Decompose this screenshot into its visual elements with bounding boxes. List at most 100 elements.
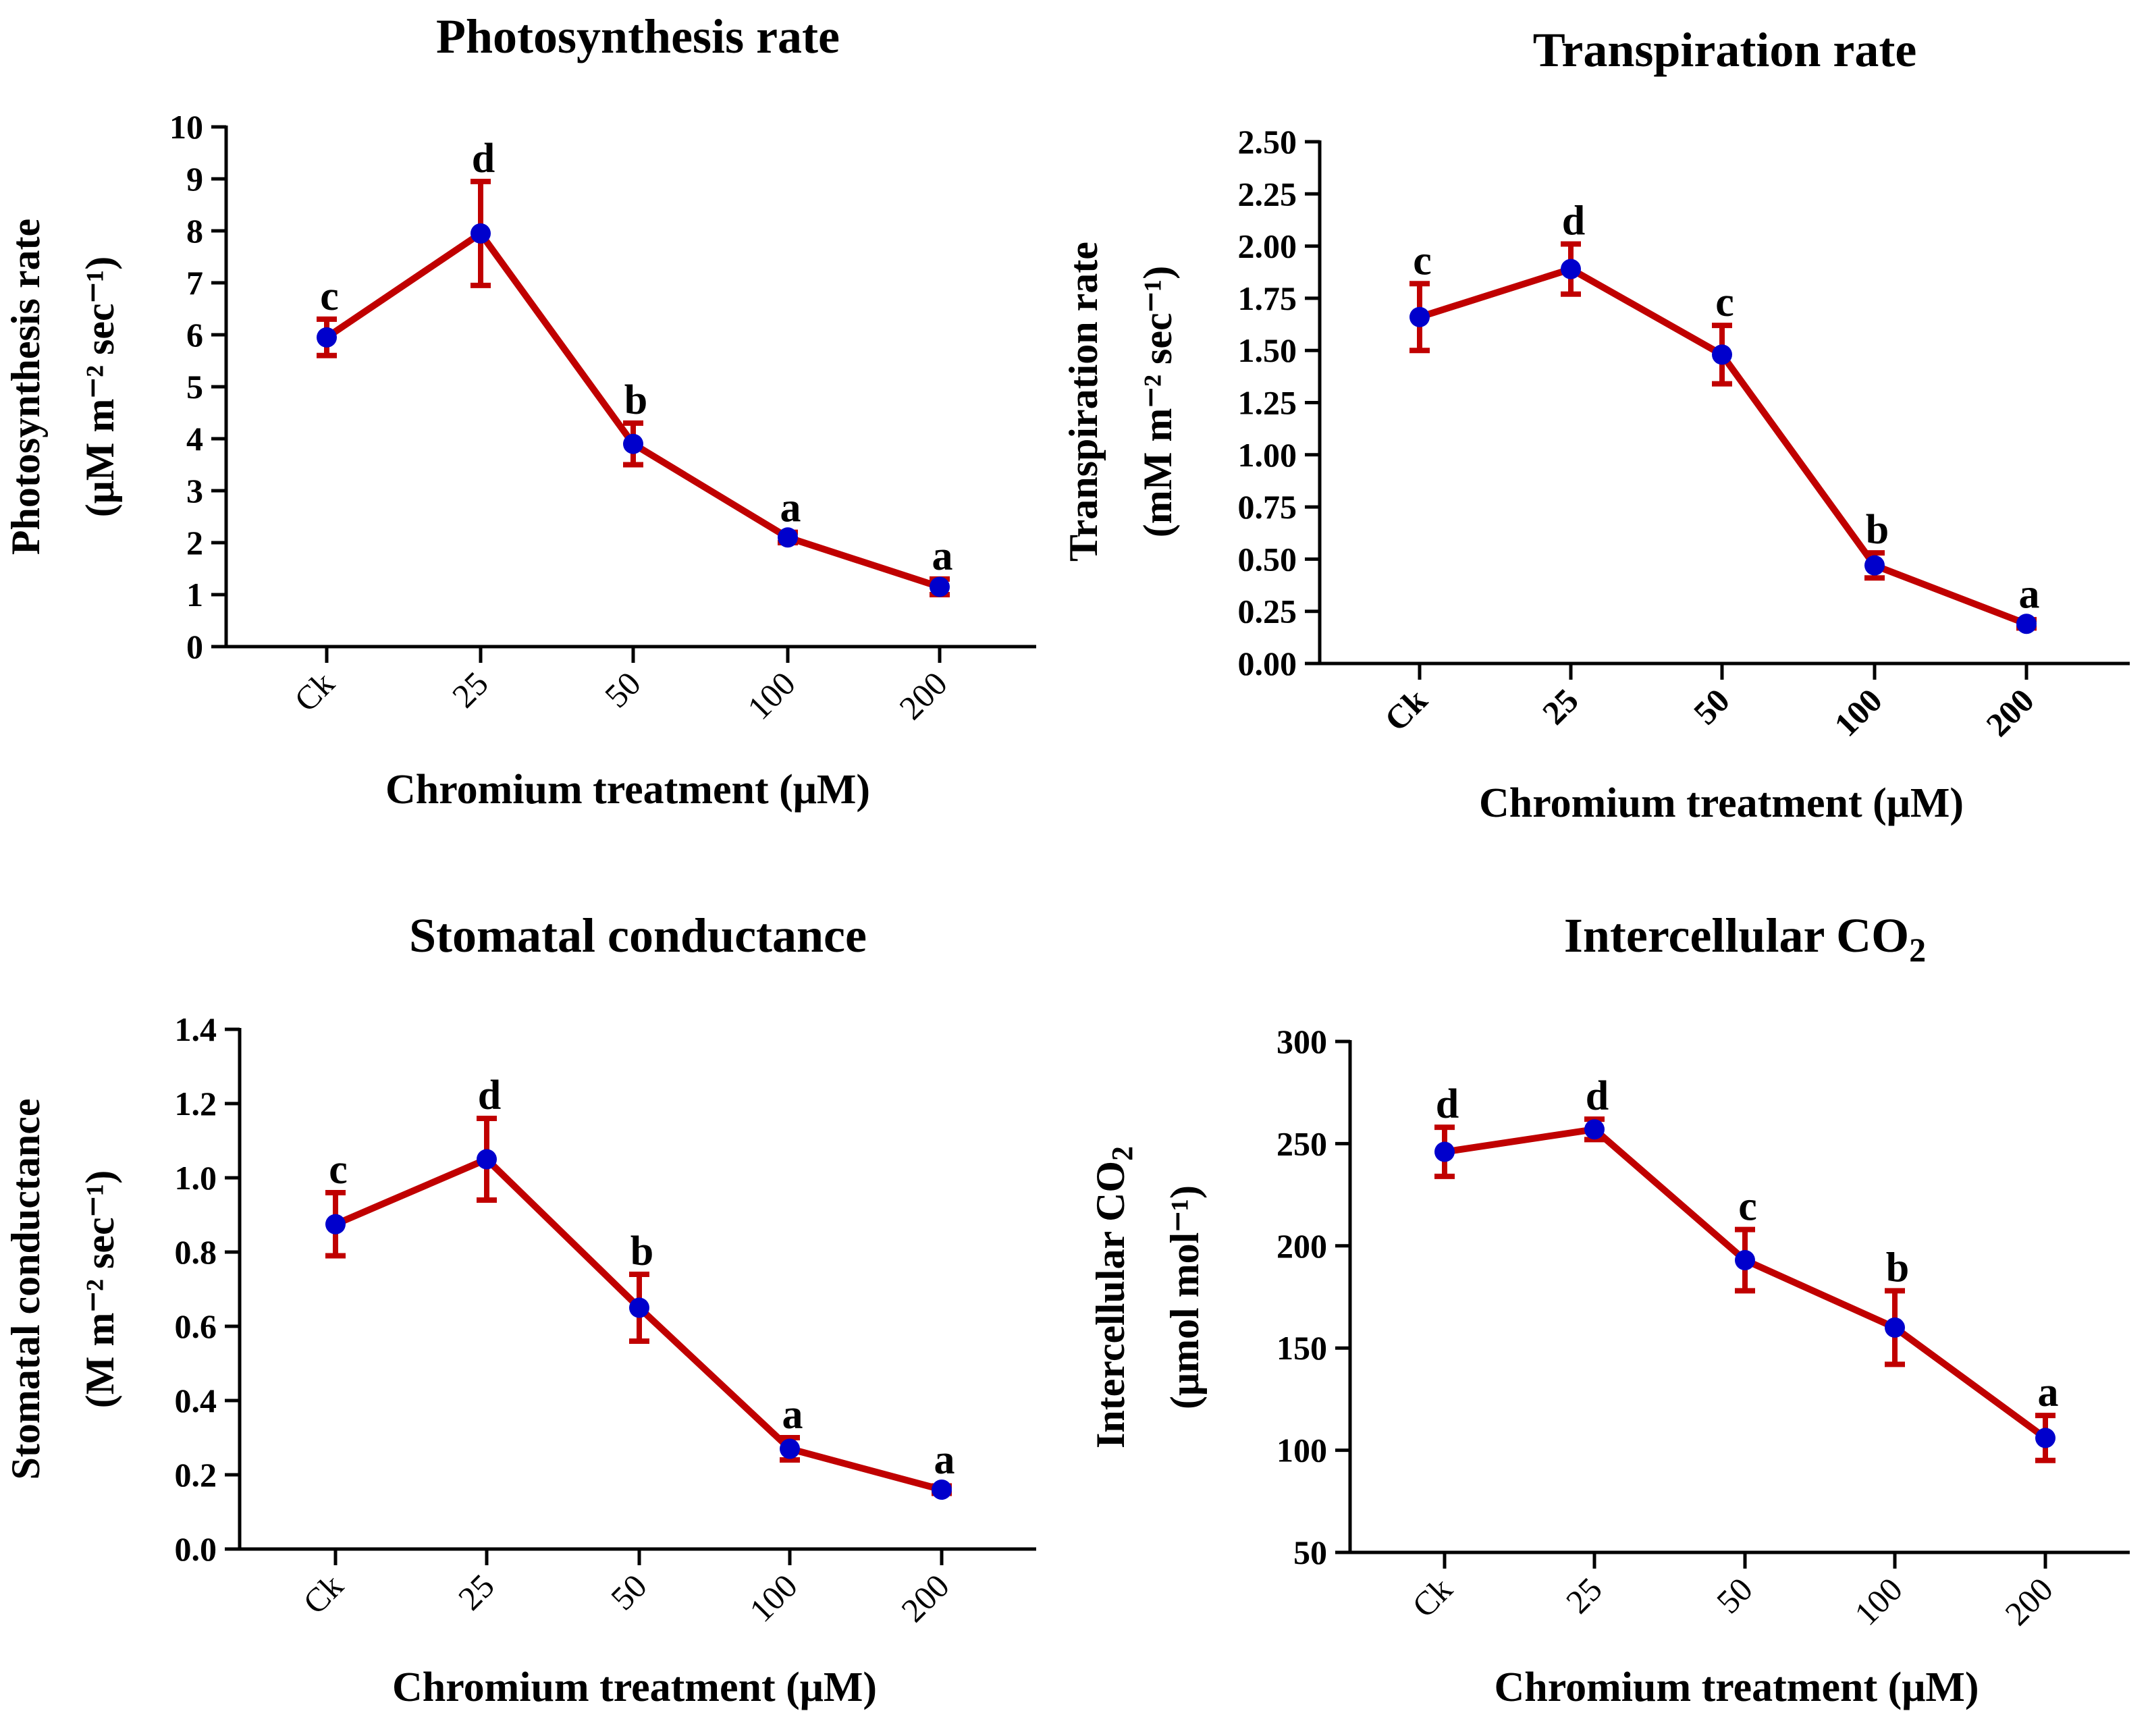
chart-title-text: Transpiration rate: [1533, 23, 1917, 77]
data-point: [1735, 1249, 1755, 1270]
y-axis-title-text: Photosynthesis rate: [3, 219, 48, 555]
y-tick-label: 1.50: [1238, 331, 1297, 369]
y-tick-label: 9: [186, 160, 203, 198]
x-axis-title: Chromium treatment (μM): [392, 1664, 877, 1710]
chart-title-text: Stomatal conductance: [409, 908, 867, 962]
data-point: [1409, 306, 1430, 327]
chart-title: Stomatal conductance: [409, 908, 867, 962]
y-tick-label: 250: [1276, 1124, 1327, 1162]
y-tick-label: 0.50: [1238, 540, 1297, 578]
y-tick-label: 1: [186, 576, 203, 614]
significance-label: a: [932, 533, 953, 579]
data-point: [471, 223, 491, 244]
data-point: [1434, 1141, 1455, 1162]
data-point: [477, 1149, 497, 1170]
y-tick-label: 100: [1276, 1432, 1327, 1469]
significance-label: d: [1586, 1073, 1609, 1119]
y-tick-label: 150: [1276, 1329, 1327, 1367]
significance-label: d: [1562, 198, 1585, 244]
x-axis-title: Chromium treatment (μM): [1494, 1664, 1979, 1710]
significance-label: a: [934, 1437, 955, 1483]
chart-title: Photosynthesis rate: [436, 9, 840, 63]
y-axis-title-line2: (M m⁻² sec⁻¹): [78, 1170, 122, 1409]
data-point: [317, 327, 337, 348]
y-axis-title-subscript: 2: [1106, 1146, 1139, 1161]
significance-label: d: [478, 1073, 501, 1118]
significance-label: a: [2038, 1369, 2059, 1415]
y-tick-label: 0: [186, 628, 203, 666]
y-tick-label: 10: [169, 108, 203, 146]
significance-label: a: [2019, 571, 2040, 617]
y-tick-label: 1.4: [175, 1010, 217, 1048]
y-axis-title-line1: Intercellular CO2: [1088, 1146, 1139, 1448]
y-tick-label: 0.75: [1238, 488, 1297, 526]
data-point: [780, 1438, 800, 1459]
data-point: [930, 576, 950, 597]
significance-label: d: [1436, 1081, 1459, 1127]
significance-label: c: [320, 273, 339, 319]
data-point: [1864, 555, 1885, 576]
chart-title: Transpiration rate: [1533, 23, 1917, 77]
y-tick-label: 2.00: [1238, 227, 1297, 265]
y-axis-title-text: Intercellular CO: [1088, 1161, 1133, 1448]
y-tick-label: 0.00: [1238, 645, 1297, 682]
significance-label: c: [329, 1147, 348, 1193]
significance-label: a: [780, 485, 801, 531]
chart-title: Intercellular CO2: [1564, 908, 1926, 969]
y-tick-label: 1.2: [175, 1085, 217, 1122]
data-point: [2035, 1428, 2055, 1448]
y-tick-label: 200: [1276, 1227, 1327, 1265]
data-point: [1712, 344, 1732, 365]
y-tick-label: 0.25: [1238, 593, 1297, 630]
y-axis-title-line1: Photosynthesis rate: [3, 219, 48, 555]
y-tick-label: 5: [186, 368, 203, 406]
y-tick-label: 0.6: [175, 1307, 217, 1345]
data-point: [1584, 1119, 1605, 1140]
significance-label: c: [1413, 238, 1432, 283]
data-point: [1561, 259, 1581, 279]
significance-label: b: [1886, 1245, 1909, 1291]
y-tick-label: 0.0: [175, 1530, 217, 1568]
y-tick-label: 2.50: [1238, 123, 1297, 161]
chart-title-subscript: 2: [1909, 931, 1926, 969]
y-tick-label: 7: [186, 264, 203, 302]
significance-label: d: [472, 136, 495, 182]
y-tick-label: 1.75: [1238, 279, 1297, 317]
y-tick-label: 2: [186, 524, 203, 562]
panel-transpiration-rate: Transpiration rate 0.00 0.25 0.50 0.75 1.00 1.…: [1061, 23, 2130, 826]
chart-title-text: Photosynthesis rate: [436, 9, 840, 63]
y-axis-title-text: Transpiration rate: [1061, 242, 1106, 562]
chart-title-text: Intercellular CO: [1564, 908, 1909, 962]
significance-label: c: [1738, 1184, 1757, 1230]
y-tick-label: 0.2: [175, 1456, 217, 1494]
data-point: [623, 433, 643, 454]
y-tick-label: 6: [186, 316, 203, 354]
y-axis-title-line2: (μM m⁻² sec⁻¹): [78, 256, 122, 518]
y-tick-label: 0.8: [175, 1233, 217, 1271]
data-point: [778, 527, 798, 548]
significance-label: b: [1866, 507, 1889, 553]
x-axis-title: Chromium treatment (μM): [1479, 780, 1964, 826]
y-axis-title-line2: (μmol mol⁻¹): [1162, 1185, 1207, 1409]
y-tick-label: 0.4: [175, 1382, 217, 1419]
y-tick-label: 2.25: [1238, 175, 1297, 213]
data-point: [932, 1480, 952, 1500]
x-axis-title: Chromium treatment (μM): [385, 767, 870, 813]
data-point: [1885, 1317, 1905, 1338]
y-tick-label: 3: [186, 472, 203, 510]
data-point: [325, 1214, 346, 1235]
y-tick-label: 1.25: [1238, 384, 1297, 422]
y-tick-label: 1.0: [175, 1159, 217, 1197]
y-tick-label: 300: [1276, 1023, 1327, 1060]
y-axis-title-line1: Transpiration rate: [1061, 242, 1106, 562]
data-point: [2016, 614, 2037, 634]
y-tick-label: 4: [186, 420, 203, 458]
significance-label: c: [1715, 279, 1734, 325]
significance-label: b: [630, 1228, 653, 1274]
significance-label: b: [624, 377, 647, 423]
y-axis-title-text: Stomatal conductance: [3, 1099, 48, 1480]
